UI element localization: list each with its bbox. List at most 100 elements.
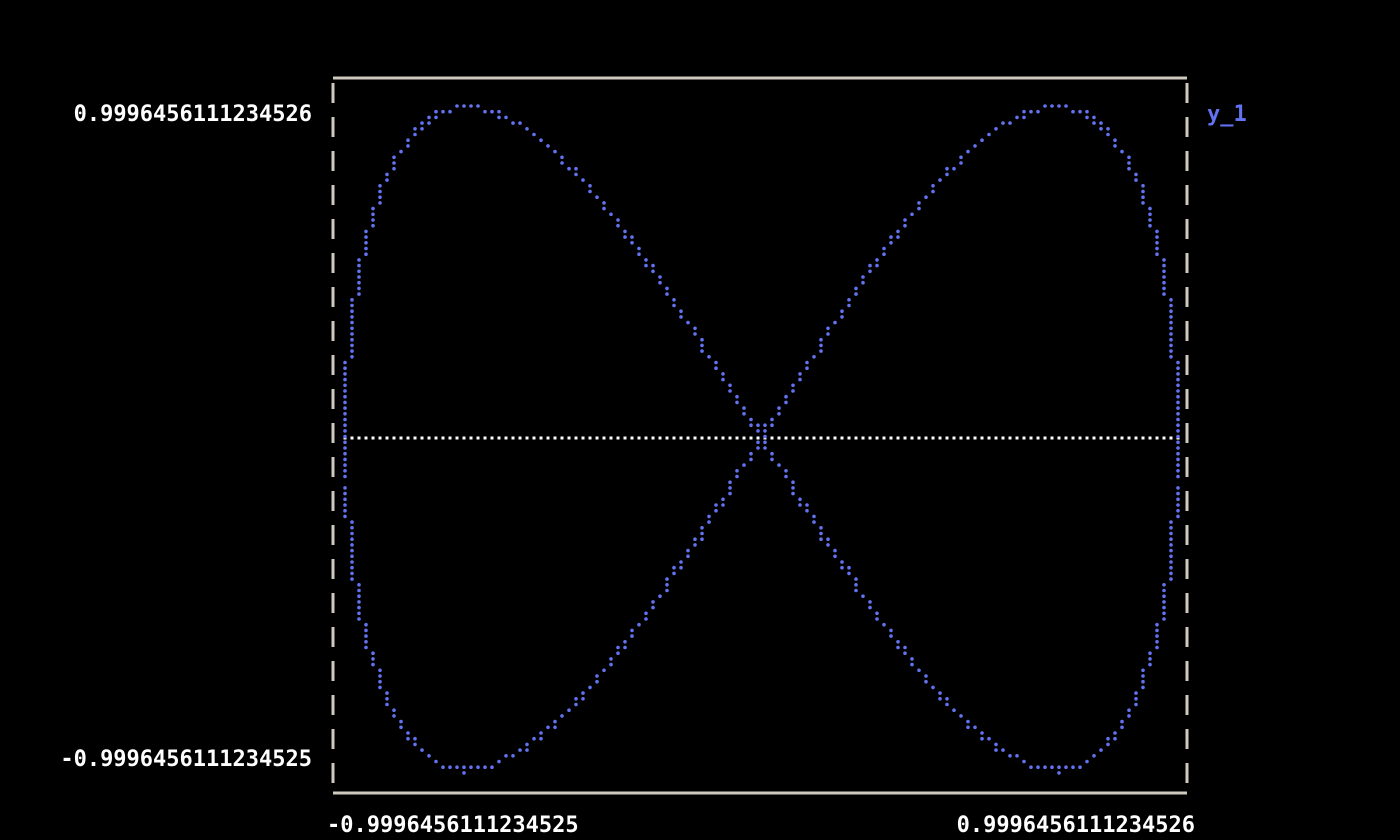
data-point xyxy=(371,657,375,661)
data-point xyxy=(1176,446,1180,450)
data-point xyxy=(1155,229,1159,234)
origin-line-dot xyxy=(511,436,515,440)
data-point xyxy=(378,674,382,678)
data-point xyxy=(1176,412,1180,416)
data-point xyxy=(1043,104,1047,108)
origin-line-dot xyxy=(1141,436,1145,440)
data-point xyxy=(392,161,396,165)
data-point xyxy=(1155,241,1159,245)
data-point xyxy=(980,731,984,735)
data-point xyxy=(406,731,410,735)
origin-line-dot xyxy=(448,436,452,440)
data-point xyxy=(658,280,662,285)
data-point xyxy=(826,537,830,541)
data-point xyxy=(343,463,347,467)
data-point xyxy=(343,389,347,393)
data-point xyxy=(574,697,578,701)
data-point xyxy=(1148,212,1152,217)
data-point xyxy=(749,457,753,462)
data-point xyxy=(889,628,893,633)
data-point xyxy=(903,223,907,228)
origin-line-dot xyxy=(469,436,473,440)
data-point xyxy=(1176,429,1180,433)
data-point xyxy=(427,754,431,758)
data-point xyxy=(364,235,368,239)
data-point xyxy=(1029,109,1033,114)
data-point xyxy=(434,759,438,764)
origin-line-dot xyxy=(770,436,774,440)
data-point xyxy=(392,155,396,160)
data-point xyxy=(343,372,347,376)
data-point xyxy=(343,469,347,473)
data-point xyxy=(721,377,725,382)
data-point xyxy=(553,719,557,724)
data-point xyxy=(350,332,354,336)
data-point xyxy=(1176,463,1180,467)
data-point xyxy=(448,109,452,114)
data-point xyxy=(931,685,935,690)
data-point xyxy=(413,742,417,747)
data-point xyxy=(532,132,536,137)
data-point xyxy=(791,383,795,388)
origin-line-dot xyxy=(959,436,963,440)
data-point xyxy=(1176,400,1180,405)
data-point xyxy=(518,121,522,125)
data-point xyxy=(1148,662,1152,667)
data-point xyxy=(819,531,823,536)
data-point xyxy=(511,121,515,125)
data-point xyxy=(1176,434,1180,439)
origin-line-dot xyxy=(434,436,438,440)
data-point xyxy=(833,548,837,553)
origin-line-dot xyxy=(861,436,865,440)
origin-line-dot xyxy=(567,436,571,440)
y-tick-label-top: 0.9996456111234526 xyxy=(73,102,312,127)
data-point xyxy=(826,332,830,336)
data-point xyxy=(1148,657,1152,661)
origin-line-dot xyxy=(546,436,550,440)
data-point xyxy=(1176,491,1180,496)
data-point xyxy=(609,662,613,667)
data-point xyxy=(1036,765,1040,769)
origin-line-dot xyxy=(847,436,851,440)
data-point xyxy=(1134,178,1138,182)
data-point xyxy=(343,486,347,490)
data-point xyxy=(497,759,501,764)
data-point xyxy=(413,127,417,131)
data-point xyxy=(609,657,613,661)
data-point xyxy=(812,514,816,519)
data-point xyxy=(539,736,543,741)
origin-line-dot xyxy=(910,436,914,440)
origin-line-dot xyxy=(777,436,781,440)
data-point xyxy=(770,451,774,456)
data-point xyxy=(700,337,704,342)
origin-line-dot xyxy=(1064,436,1068,440)
data-point xyxy=(378,201,382,205)
data-point xyxy=(945,166,949,171)
origin-line-dot xyxy=(553,436,557,440)
origin-line-dot xyxy=(658,436,662,440)
origin-line-dot xyxy=(679,436,683,440)
data-point xyxy=(350,303,354,308)
origin-line-dot xyxy=(490,436,494,440)
data-point xyxy=(343,451,347,456)
data-point xyxy=(889,241,893,245)
data-point xyxy=(1029,765,1033,769)
data-point xyxy=(847,565,851,570)
data-point xyxy=(343,383,347,388)
data-point xyxy=(679,309,683,314)
data-point xyxy=(406,138,410,142)
origin-line-dot xyxy=(854,436,858,440)
data-point xyxy=(945,697,949,701)
data-point xyxy=(350,349,354,353)
data-point xyxy=(1050,104,1054,108)
data-point xyxy=(630,235,634,239)
data-point xyxy=(735,469,739,473)
data-point xyxy=(931,189,935,194)
origin-line-dot xyxy=(917,436,921,440)
origin-line-dot xyxy=(1134,436,1138,440)
origin-line-dot xyxy=(812,436,816,440)
data-point xyxy=(742,406,746,410)
origin-line-dot xyxy=(518,436,522,440)
data-point xyxy=(1169,349,1173,353)
data-point xyxy=(357,258,361,262)
